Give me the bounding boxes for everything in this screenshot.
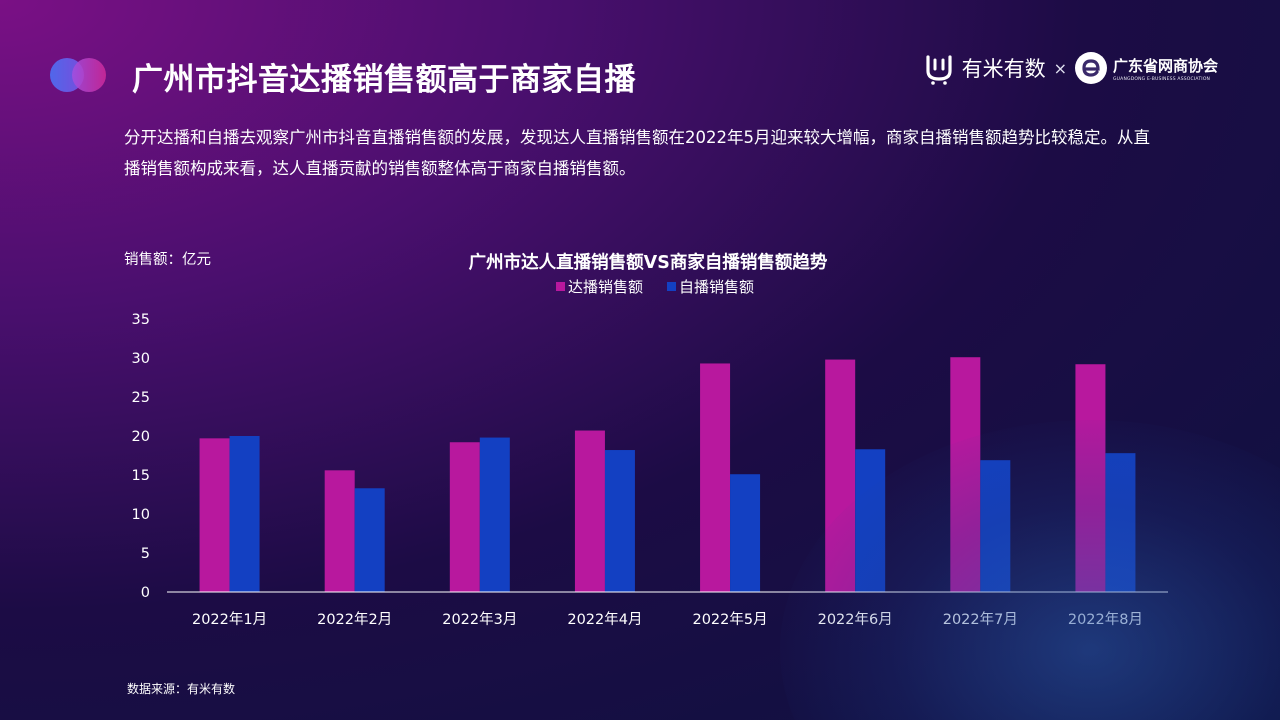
x-tick-label: 2022年4月 (567, 611, 642, 628)
ebusiness-e-icon (1074, 52, 1107, 84)
bar-merchant-2 (354, 488, 385, 592)
x-tick-label: 2022年1月 (192, 611, 267, 628)
y-tick-label: 30 (132, 351, 150, 367)
bar-influencer-6 (825, 359, 856, 592)
x-tick-label: 2022年2月 (317, 611, 392, 628)
bar-influencer-4 (574, 430, 605, 592)
x-tick-label: 2022年6月 (818, 611, 893, 628)
bar-merchant-4 (604, 450, 635, 592)
y-tick-label: 35 (132, 312, 150, 328)
chart-title: 广州市达人直播销售额VS商家自播销售额趋势 (469, 252, 828, 273)
bar-merchant-3 (479, 437, 510, 592)
y-tick-label: 20 (132, 429, 150, 445)
y-tick-label: 25 (132, 390, 150, 406)
legend-label-1: 达播销售额 (568, 278, 643, 296)
y-tick-label: 0 (141, 585, 150, 601)
bar-merchant-7 (980, 460, 1011, 592)
bar-influencer-1 (199, 438, 230, 592)
bar-merchant-8 (1105, 453, 1136, 592)
x-tick-label: 2022年7月 (943, 611, 1018, 628)
title-decoration (50, 58, 110, 92)
y-tick-label: 5 (141, 546, 150, 562)
logo-group: 有米有数 × 广东省网商协会 GUANGDONG E-BUSINESS ASSO… (922, 48, 1218, 88)
y-tick-label: 15 (132, 468, 150, 484)
youmi-logo-text: 有米有数 (961, 57, 1046, 81)
partner-logo-subtext: GUANGDONG E-BUSINESS ASSOCIATION (1112, 76, 1211, 82)
x-tick-label: 2022年3月 (442, 611, 517, 628)
bar-influencer-2 (324, 470, 355, 592)
partner-logo-text: 广东省网商协会 (1112, 56, 1218, 75)
x-axis: 2022年1月 2022年2月 2022年3月 2022年4月 2022年5月 2022年… (167, 591, 1168, 628)
y-axis-unit-label: 销售额：亿元 (124, 252, 211, 268)
legend-label-2: 自播销售额 (679, 278, 754, 296)
decoration-circle-pink (72, 58, 106, 92)
bar-merchant-6 (855, 449, 886, 592)
y-tick-label: 10 (132, 507, 150, 523)
bar-influencer-3 (449, 442, 480, 592)
legend-swatch-1 (556, 282, 565, 291)
chart-legend: 达播销售额 自播销售额 (556, 278, 754, 296)
legend-swatch-2 (667, 282, 676, 291)
partner-logo: 广东省网商协会 GUANGDONG E-BUSINESS ASSOCIATION (1074, 52, 1218, 84)
y-axis: 0 5 10 15 20 25 30 35 (132, 312, 150, 601)
logo-separator: × (1053, 58, 1067, 78)
bars-group (199, 357, 1136, 592)
bar-influencer-8 (1075, 364, 1106, 592)
page-title: 广州市抖音达播销售额高于商家自播 (132, 62, 636, 98)
bar-influencer-7 (950, 357, 981, 592)
bar-influencer-5 (700, 363, 731, 592)
youmi-logo-icon (925, 55, 952, 85)
bar-merchant-1 (229, 436, 260, 592)
description-paragraph: 分开达播和自播去观察广州市抖音直播销售额的发展，发现达人直播销售额在2022年5… (124, 128, 1150, 178)
bar-merchant-5 (730, 474, 761, 592)
x-tick-label: 2022年5月 (692, 611, 767, 628)
data-source-label: 数据来源：有米有数 (127, 682, 236, 696)
x-tick-label: 2022年8月 (1068, 611, 1143, 628)
